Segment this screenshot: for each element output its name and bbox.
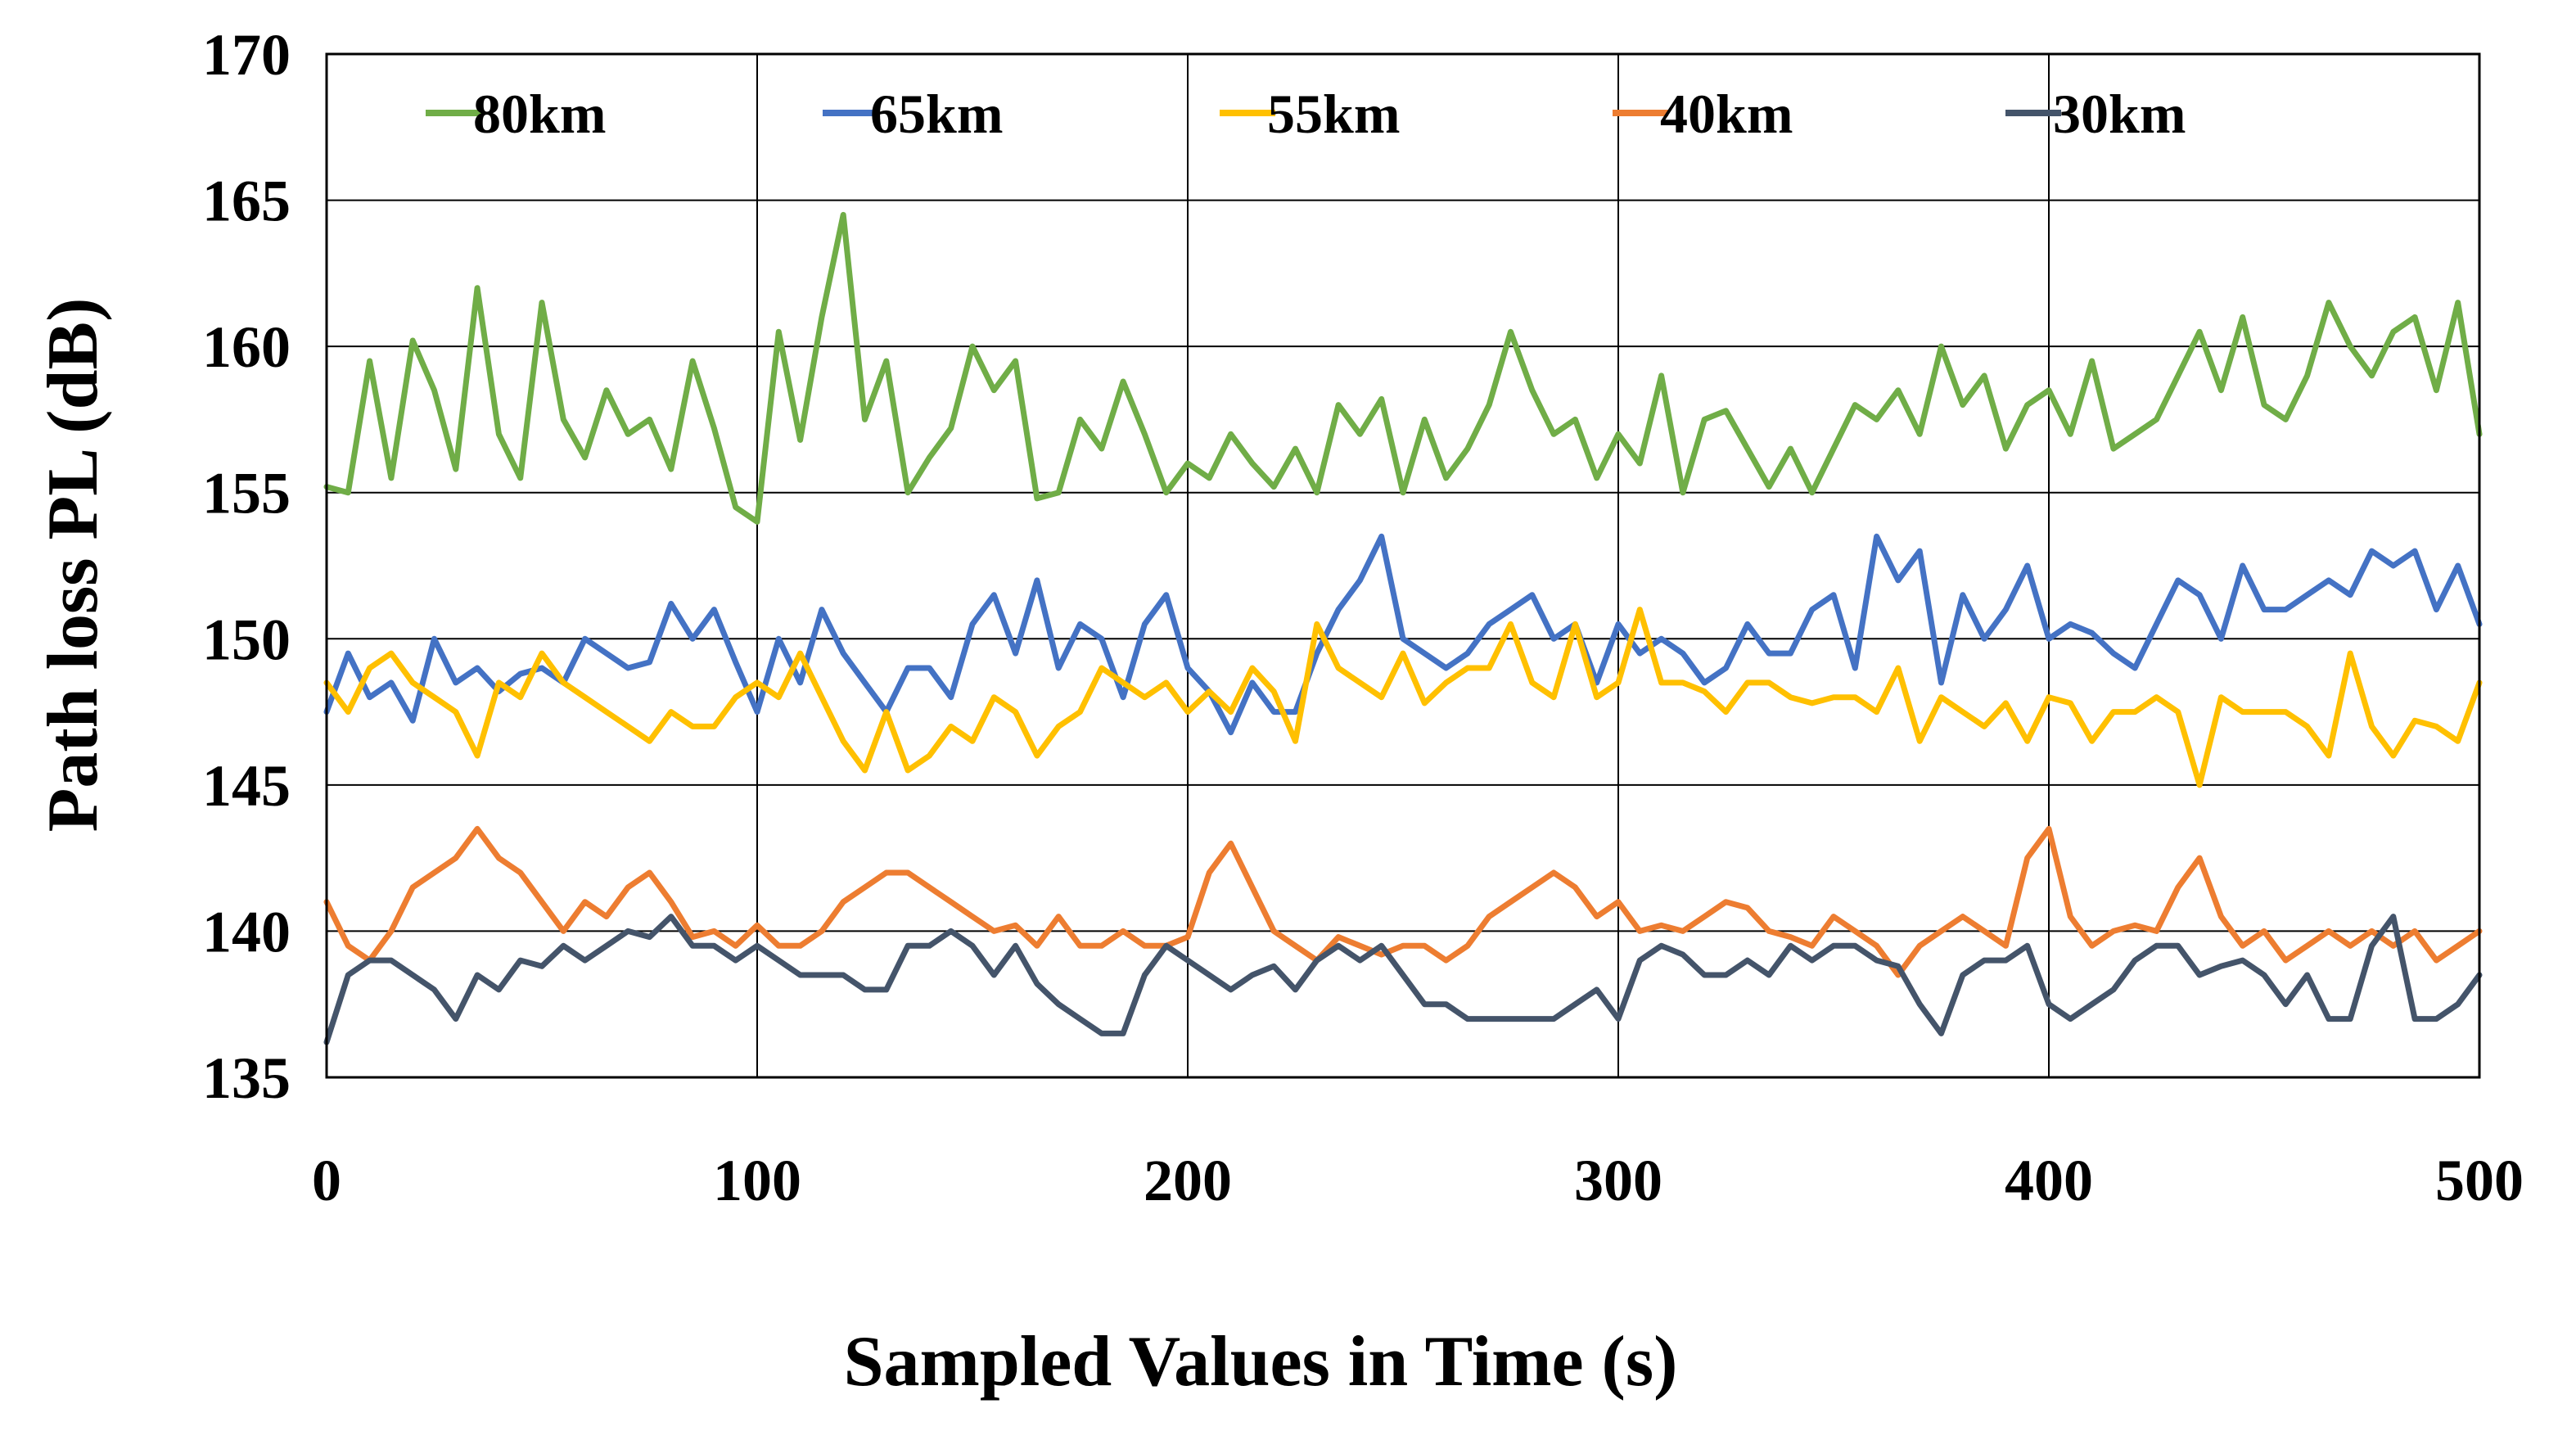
- y-tick-label: 160: [202, 314, 291, 380]
- y-axis-title: Path loss PL (dB): [34, 298, 113, 833]
- series-line-80km: [323, 211, 2483, 525]
- series-line-30km: [323, 914, 2483, 1045]
- x-tick-label: 0: [312, 1148, 341, 1213]
- legend-label-65km: 65km: [870, 83, 1003, 145]
- y-tick-label: 170: [202, 22, 291, 88]
- plot-area: [327, 54, 2479, 1077]
- x-tick-label: 200: [1144, 1148, 1232, 1213]
- legend-label-30km: 30km: [2053, 83, 2186, 145]
- series-line-40km: [323, 825, 2483, 978]
- y-tick-label: 140: [202, 899, 291, 964]
- series-line-55km: [323, 607, 2483, 788]
- series-line-65km: [323, 533, 2483, 736]
- x-tick-label: 100: [713, 1148, 801, 1213]
- y-tick-label: 150: [202, 607, 291, 672]
- plot-border: [325, 52, 2481, 1079]
- y-tick-label: 135: [202, 1045, 291, 1111]
- legend: 80km 65km 55km 40km 30km: [426, 83, 2186, 145]
- y-tick-label: 165: [202, 169, 291, 234]
- data-series: [323, 211, 2483, 1045]
- x-tick-label: 400: [2005, 1148, 2093, 1213]
- legend-label-80km: 80km: [473, 83, 606, 145]
- legend-label-40km: 40km: [1660, 83, 1793, 145]
- y-tick-label: 145: [202, 753, 291, 819]
- x-tick-labels: 0 100 200 300 400 500: [312, 1148, 2524, 1213]
- y-tick-label: 155: [202, 461, 291, 526]
- x-tick-label: 500: [2435, 1148, 2524, 1213]
- x-tick-label: 300: [1574, 1148, 1662, 1213]
- x-axis-title: Sampled Values in Time (s): [844, 1322, 1678, 1402]
- legend-label-55km: 55km: [1267, 83, 1400, 145]
- y-tick-labels: 135 140 145 150 155 160 165 170: [202, 22, 291, 1111]
